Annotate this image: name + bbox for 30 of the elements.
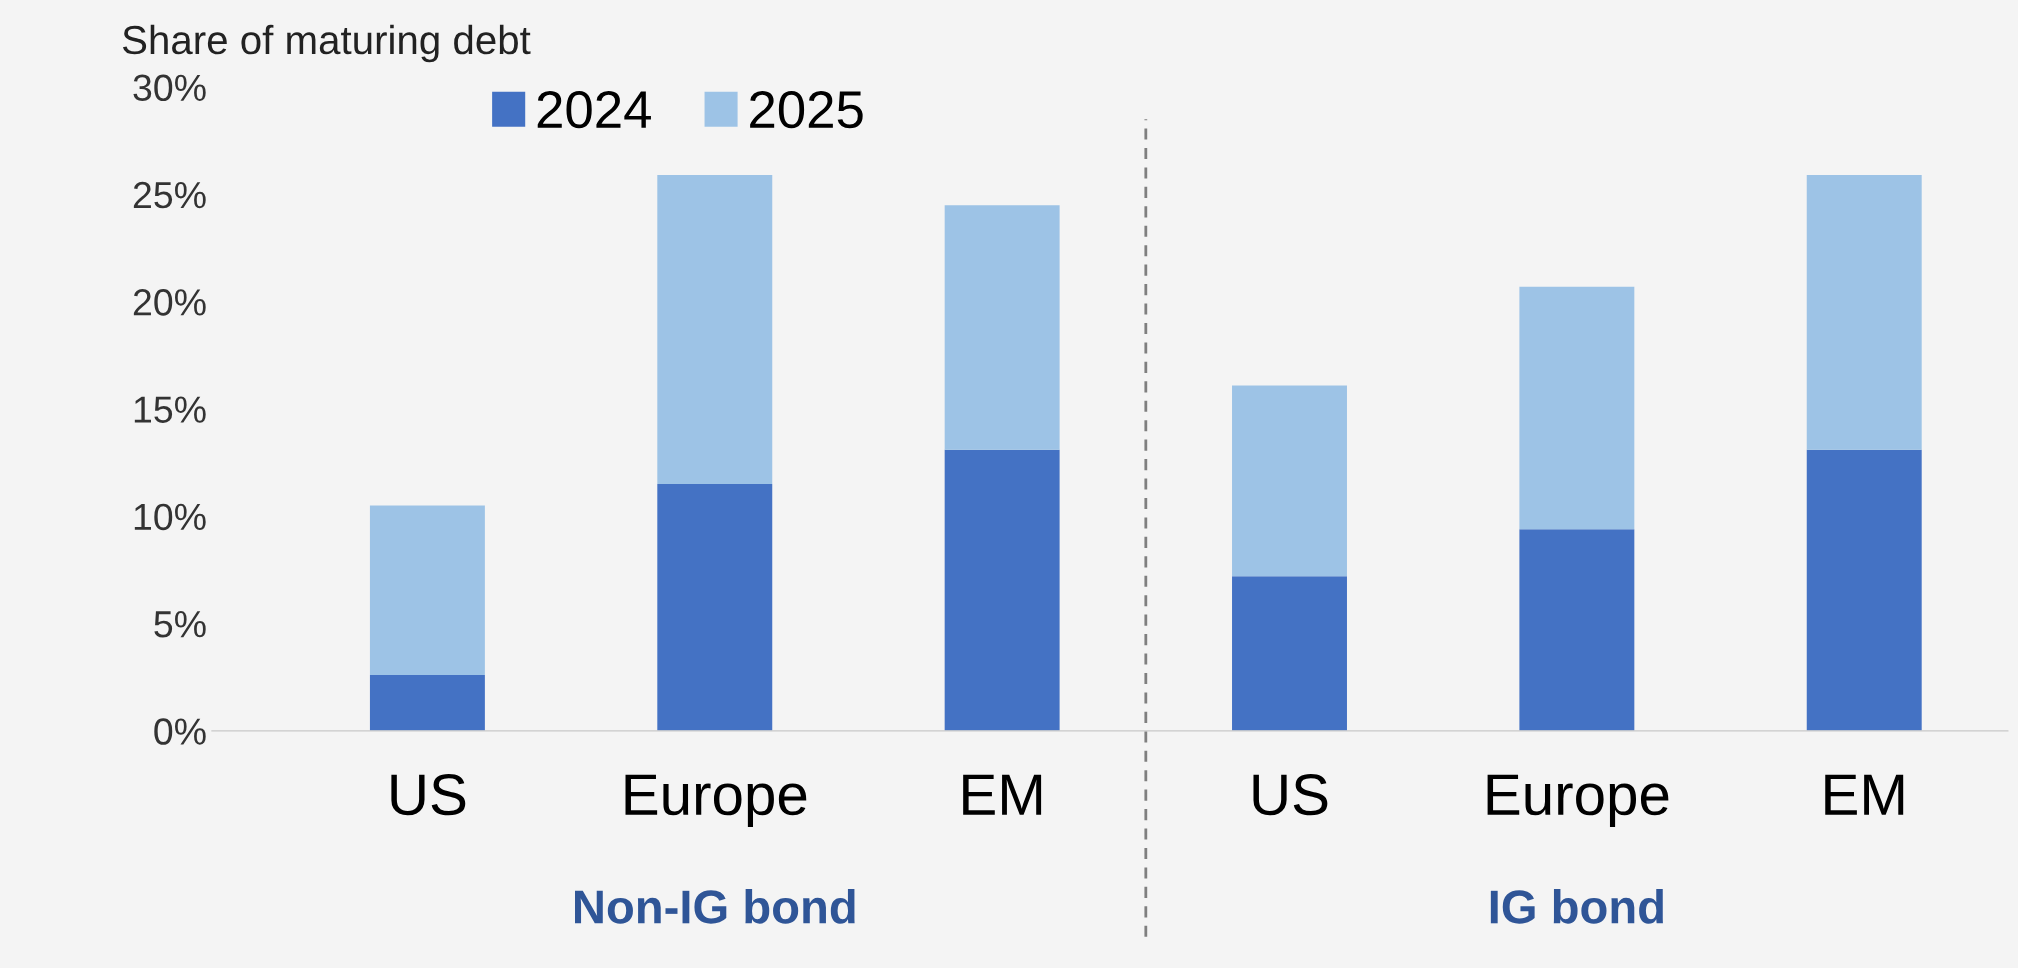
x-tick-label: EM <box>1825 774 1904 815</box>
bar <box>657 175 773 485</box>
bar <box>1232 385 1347 577</box>
x-tick-label: Europe <box>625 774 807 827</box>
x-tick-label: EM <box>963 774 1042 815</box>
y-tick-label: 5% <box>154 611 206 638</box>
bar <box>1806 175 1922 450</box>
bar <box>1806 449 1922 731</box>
y-tick-label: 10% <box>134 503 206 531</box>
bar <box>1519 529 1635 731</box>
legend-label: 2025 <box>750 90 863 129</box>
y-tick-label: 15% <box>134 396 206 423</box>
y-tick-label: 0% <box>154 718 206 745</box>
x-tick-label: US <box>391 774 466 816</box>
bar <box>944 449 1060 731</box>
y-tick-label: 25% <box>133 181 206 209</box>
bar <box>369 675 485 731</box>
y-tick-label: 20% <box>133 289 206 316</box>
bar <box>1232 576 1347 731</box>
text: Non-IG bond <box>575 889 855 924</box>
y-tick-label: 30% <box>133 74 206 102</box>
x-tick-label: Europe <box>1487 774 1669 827</box>
bar <box>657 484 773 731</box>
bar <box>944 205 1060 450</box>
bar <box>1519 286 1635 530</box>
text: IG bond <box>1490 889 1663 924</box>
bar <box>369 505 485 676</box>
legend-label: 2024 <box>537 90 651 129</box>
y-axis-title: Share of maturing debt <box>122 24 531 63</box>
x-tick-label: US <box>1253 774 1328 816</box>
